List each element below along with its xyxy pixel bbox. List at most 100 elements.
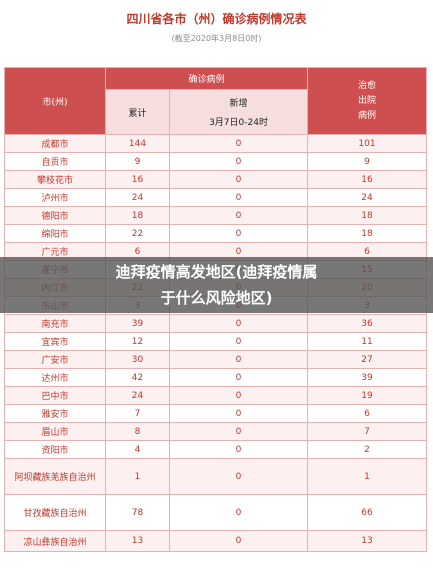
cell-city: 眉山市 xyxy=(4,422,106,441)
header-new-line2: 3月7日0-24时 xyxy=(209,118,268,128)
header-cured-line1: 治愈 xyxy=(358,80,377,91)
cell-new: 0 xyxy=(168,224,309,243)
cell-city: 宜宾市 xyxy=(4,332,106,351)
page-title: 四川省各市（州）确诊病例情况表 xyxy=(126,12,307,26)
overlay-line2: 于什么风险地区) xyxy=(160,289,273,307)
table-row: 绵阳市 22 0 18 xyxy=(4,224,428,243)
cell-total: 24 xyxy=(105,188,170,207)
cell-cured: 7 xyxy=(307,422,428,441)
cell-total: 78 xyxy=(105,494,170,531)
cell-city: 广安市 xyxy=(4,350,106,369)
table-row: 自贡市 9 0 9 xyxy=(4,152,428,171)
cell-city: 成都市 xyxy=(4,134,106,153)
overlay-line1: 迪拜疫情高发地区(迪拜疫情属 xyxy=(115,263,318,281)
cell-cured: 13 xyxy=(307,530,428,552)
table-row: 阿坝藏族羌族自治州 1 0 1 xyxy=(4,458,428,495)
cell-cured: 18 xyxy=(307,206,428,225)
cell-city: 达州市 xyxy=(4,368,106,387)
cell-city: 巴中市 xyxy=(4,386,106,405)
cell-new: 0 xyxy=(168,422,309,441)
cell-total: 16 xyxy=(105,170,170,189)
cell-total: 22 xyxy=(105,224,170,243)
cell-city: 泸州市 xyxy=(4,188,106,207)
cell-cured: 9 xyxy=(307,152,428,171)
cell-new: 0 xyxy=(168,350,309,369)
cell-total: 39 xyxy=(105,314,170,333)
table-row: 资阳市 4 0 2 xyxy=(4,440,428,459)
cell-city: 自贡市 xyxy=(4,152,106,171)
cell-cured: 27 xyxy=(307,350,428,369)
cell-new: 0 xyxy=(168,386,309,405)
cell-cured: 24 xyxy=(307,188,428,207)
header-new: 新增 3月7日0-24时 xyxy=(168,89,309,135)
table-row: 成都市 144 0 101 xyxy=(4,134,428,153)
cell-total: 144 xyxy=(105,134,170,153)
cell-cured: 18 xyxy=(307,224,428,243)
header-cured-line3: 病例 xyxy=(358,110,377,121)
cell-total: 8 xyxy=(105,422,170,441)
cell-new: 0 xyxy=(168,530,309,552)
cell-cured: 1 xyxy=(307,458,428,495)
cell-total: 4 xyxy=(105,440,170,459)
cell-city: 攀枝花市 xyxy=(4,170,106,189)
overlay-banner: 迪拜疫情高发地区(迪拜疫情属 于什么风险地区) xyxy=(0,257,433,313)
table-row: 雅安市 7 0 6 xyxy=(4,404,428,423)
table-row: 广安市 30 0 27 xyxy=(4,350,428,369)
header-confirmed-group: 确诊病例 xyxy=(104,67,309,90)
page-subtitle: (截至2020年3月8日0时) xyxy=(171,34,262,43)
cell-cured: 66 xyxy=(307,494,428,531)
cell-cured: 19 xyxy=(307,386,428,405)
cell-new: 0 xyxy=(168,404,309,423)
cell-cured: 2 xyxy=(307,440,428,459)
table-body: 成都市 144 0 101 自贡市 9 0 9 攀枝花市 16 0 16 泸州市 24 0 24 德阳市 18 0 1… xyxy=(4,134,428,552)
cell-total: 42 xyxy=(105,368,170,387)
cell-total: 6 xyxy=(105,242,170,261)
cell-new: 0 xyxy=(168,368,309,387)
table-row: 南充市 39 0 36 xyxy=(4,314,428,333)
cell-cured: 39 xyxy=(307,368,428,387)
cell-city: 凉山彝族自治州 xyxy=(4,530,106,552)
cell-new: 0 xyxy=(168,458,309,495)
cell-new: 0 xyxy=(168,494,309,531)
cell-total: 18 xyxy=(105,206,170,225)
cell-total: 7 xyxy=(105,404,170,423)
cell-city: 阿坝藏族羌族自治州 xyxy=(4,458,106,495)
cell-cured: 16 xyxy=(307,170,428,189)
cell-new: 0 xyxy=(168,314,309,333)
table-row: 宜宾市 12 0 11 xyxy=(4,332,428,351)
cell-new: 0 xyxy=(168,440,309,459)
cell-city: 德阳市 xyxy=(4,206,106,225)
cell-new: 0 xyxy=(168,170,309,189)
cell-city: 资阳市 xyxy=(4,440,106,459)
cell-new: 0 xyxy=(168,152,309,171)
table-row: 凉山彝族自治州 13 0 13 xyxy=(4,530,428,552)
cell-cured: 36 xyxy=(307,314,428,333)
cell-new: 0 xyxy=(168,134,309,153)
cell-city: 绵阳市 xyxy=(4,224,106,243)
table-row: 攀枝花市 16 0 16 xyxy=(4,170,428,189)
cell-total: 12 xyxy=(105,332,170,351)
cell-total: 30 xyxy=(105,350,170,369)
cell-cured: 6 xyxy=(307,404,428,423)
cell-city: 广元市 xyxy=(4,242,106,261)
header-cured: 治愈 出院 病例 xyxy=(307,67,428,135)
cell-new: 0 xyxy=(168,332,309,351)
cell-city: 雅安市 xyxy=(4,404,106,423)
table-row: 德阳市 18 0 18 xyxy=(4,206,428,225)
table-row: 达州市 42 0 39 xyxy=(4,368,428,387)
cell-new: 0 xyxy=(168,206,309,225)
header-cumulative: 累计 xyxy=(105,89,170,135)
cell-total: 13 xyxy=(105,530,170,552)
cell-cured: 101 xyxy=(307,134,428,153)
cell-total: 24 xyxy=(105,386,170,405)
cell-cured: 11 xyxy=(307,332,428,351)
cell-total: 9 xyxy=(105,152,170,171)
cell-city: 甘孜藏族自治州 xyxy=(4,494,106,531)
table-row: 巴中市 24 0 19 xyxy=(4,386,428,405)
header-city: 市(州) xyxy=(4,67,106,135)
header-new-line1: 新增 xyxy=(229,99,248,109)
table-row: 眉山市 8 0 7 xyxy=(4,422,428,441)
table-row: 甘孜藏族自治州 78 0 66 xyxy=(4,494,428,531)
table-row: 泸州市 24 0 24 xyxy=(4,188,428,207)
cell-new: 0 xyxy=(168,188,309,207)
